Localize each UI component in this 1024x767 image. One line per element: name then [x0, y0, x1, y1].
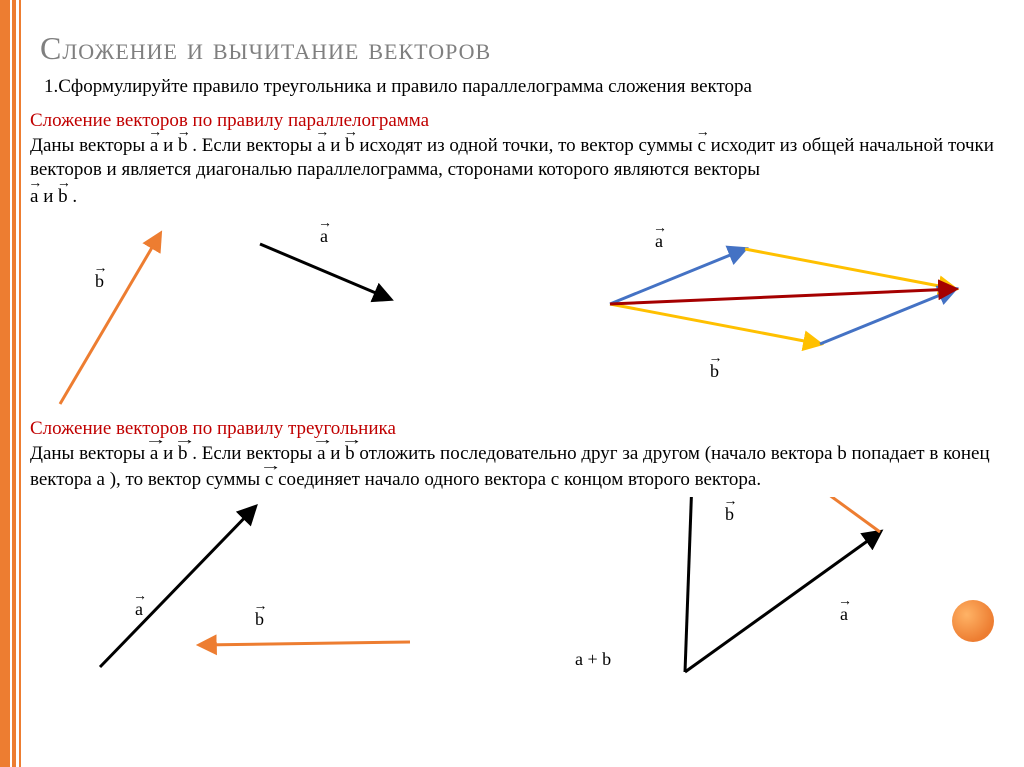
triangle-diagram: a b a b a + b [30, 497, 1004, 687]
parallelogram-text: Даны векторы a и b . Если векторы a и b … [30, 132, 1004, 210]
vec-b: b [58, 183, 68, 210]
vec-a: a [150, 132, 158, 159]
txt: исходят из одной точки, то вектор суммы [359, 135, 697, 156]
txt: и [330, 135, 345, 156]
accent-bar-2 [12, 0, 16, 767]
txt: соединяет начало одного вектора с концом… [278, 469, 761, 490]
diagram-svg-top [30, 214, 1000, 414]
txt: . Если векторы [192, 135, 317, 156]
txt: и [163, 135, 178, 156]
vec-b: b [178, 440, 188, 467]
vec-c: c [265, 466, 273, 493]
txt: Даны векторы [30, 443, 150, 464]
content-area: Сложение и вычитание векторов 1.Сформули… [30, 20, 1004, 767]
label-para-a: a [655, 229, 663, 252]
vec-b: b [178, 132, 188, 159]
vec-b: b [345, 132, 355, 159]
diagram-svg-bottom [30, 497, 1000, 687]
parallelogram-diagram: b a a b [30, 214, 1004, 414]
slide-title: Сложение и вычитание векторов [40, 30, 1004, 67]
slide: Сложение и вычитание векторов 1.Сформули… [0, 0, 1024, 767]
vec-a: a [317, 132, 325, 159]
triangle-text: Даны векторы a и b . Если векторы a и b … [30, 440, 1004, 493]
txt: . Если векторы [192, 443, 317, 464]
label-b: b [255, 607, 264, 630]
vec-a: a [150, 440, 158, 467]
label-tri-b: b [725, 502, 734, 525]
intro-text: 1.Сформулируйте правило треугольника и п… [44, 75, 1004, 100]
vec-c: c [697, 132, 705, 159]
vec-a: a [30, 183, 38, 210]
accent-bar [0, 0, 10, 767]
label-para-b: b [710, 359, 719, 382]
txt: . [72, 186, 77, 207]
label-tri-sum: a + b [575, 649, 611, 670]
txt: Даны векторы [30, 135, 150, 156]
label-a: a [135, 597, 143, 620]
label-a: a [320, 224, 328, 247]
label-tri-a: a [840, 602, 848, 625]
accent-bar-3 [19, 0, 21, 767]
vec-a: a [317, 440, 325, 467]
txt: и [43, 186, 58, 207]
orange-ball-icon [952, 600, 994, 642]
label-b: b [95, 269, 104, 292]
vec-b: b [345, 440, 355, 467]
